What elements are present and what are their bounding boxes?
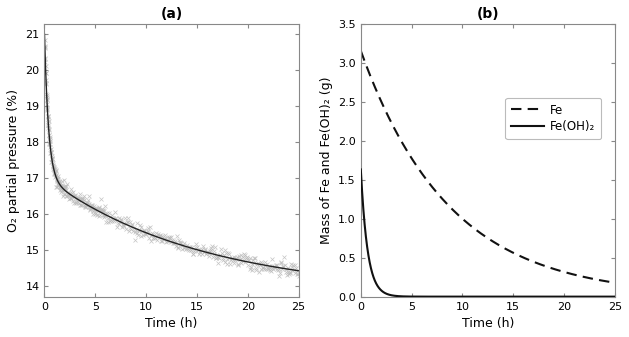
Fe <box>386 118 394 122</box>
Y-axis label: O₂ partial pressure (%): O₂ partial pressure (%) <box>7 89 20 232</box>
X-axis label: Time (h): Time (h) <box>145 317 198 330</box>
Fe <box>455 213 462 217</box>
Legend: Fe, Fe(OH)₂: Fe, Fe(OH)₂ <box>506 98 601 139</box>
Fe <box>606 280 614 284</box>
Fe(OH)₂ <box>386 293 394 297</box>
Title: (a): (a) <box>160 7 182 21</box>
Fe(OH)₂ <box>611 295 619 299</box>
X-axis label: Time (h): Time (h) <box>462 317 514 330</box>
Fe <box>401 145 409 149</box>
Fe <box>357 49 365 53</box>
Fe <box>465 222 473 226</box>
Fe <box>579 275 586 279</box>
Title: (b): (b) <box>477 7 499 21</box>
Y-axis label: Mass of Fe and Fe(OH)₂ (g): Mass of Fe and Fe(OH)₂ (g) <box>320 76 333 244</box>
Fe(OH)₂ <box>606 295 614 299</box>
Fe <box>611 281 619 285</box>
Fe(OH)₂ <box>465 295 473 299</box>
Line: Fe: Fe <box>361 51 615 283</box>
Fe(OH)₂ <box>579 295 586 299</box>
Fe(OH)₂ <box>401 295 409 299</box>
Fe(OH)₂ <box>357 167 365 172</box>
Fe(OH)₂ <box>455 295 462 299</box>
Line: Fe(OH)₂: Fe(OH)₂ <box>361 170 615 297</box>
